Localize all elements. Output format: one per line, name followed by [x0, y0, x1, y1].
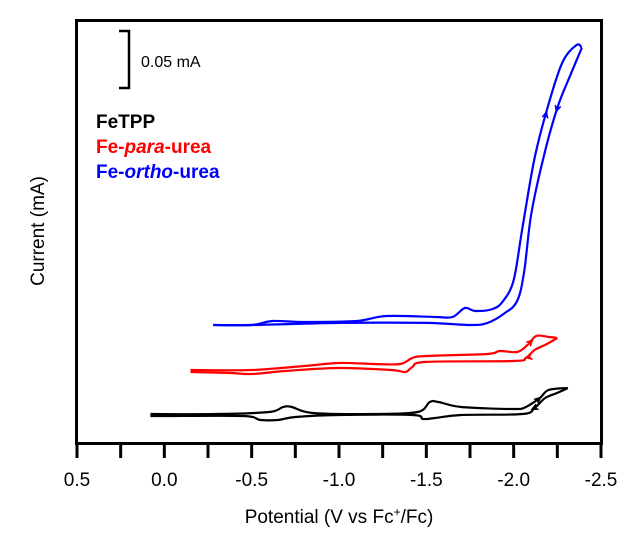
legend-entry: Fe-ortho-urea: [96, 162, 220, 183]
y-axis-title: Current (mA): [28, 176, 49, 286]
series-reverse-scan: [190, 337, 558, 376]
legend-entry-text: -urea: [173, 162, 220, 183]
scan-direction-arrow: [554, 104, 562, 113]
scale-bar: 0.05 mA: [119, 29, 201, 90]
scan-direction-arrow: [526, 338, 534, 347]
x-tick-label: -1.5: [410, 470, 443, 491]
x-tick-label: -2.0: [497, 470, 530, 491]
x-axis-title-end: /Fc): [401, 507, 434, 528]
legend-entry-text: FeTPP: [96, 112, 155, 133]
x-axis-tick-labels: 0.5 0.0 -0.5 -1.0 -1.5 -2.0 -2.5: [64, 470, 618, 491]
series-forward-scan: [150, 386, 568, 416]
scale-bar-bracket: [119, 29, 131, 90]
scale-bar-label: 0.05 mA: [141, 54, 201, 71]
series-reverse-scan: [150, 387, 569, 422]
x-axis-ticks: [75, 443, 603, 458]
x-tick-label: 0.5: [64, 470, 90, 491]
x-tick-label: 0.0: [151, 470, 177, 491]
legend-entry: FeTPP: [96, 112, 155, 133]
series-reverse-scan: [213, 47, 583, 327]
scan-direction-arrow: [533, 396, 542, 404]
series-forward-scan: [213, 43, 583, 327]
scan-direction-arrow: [524, 353, 533, 360]
x-axis-title-superscript: +: [394, 505, 401, 519]
legend-entry-text: ortho: [125, 162, 174, 183]
series-2: [213, 43, 583, 327]
scan-direction-arrow: [530, 403, 539, 411]
series-0: [150, 386, 569, 422]
legend-entry-text: para: [124, 137, 166, 158]
legend-entry-text: Fe-: [96, 162, 125, 183]
x-axis-title-main: Potential (V vs Fc: [245, 507, 394, 528]
x-tick-label: -2.5: [585, 470, 618, 491]
series-forward-scan: [190, 334, 558, 372]
legend-entry: Fe-para-urea: [96, 137, 212, 158]
legend-entry-text: Fe-: [96, 137, 125, 158]
x-axis-title: Potential (V vs Fc+/Fc): [245, 505, 434, 528]
scan-direction-arrow: [541, 110, 549, 119]
legend-entry-text: -urea: [165, 137, 212, 158]
x-tick-label: -0.5: [235, 470, 268, 491]
series-1: [190, 334, 558, 376]
x-tick-label: -1.0: [323, 470, 356, 491]
curves: [150, 43, 583, 422]
